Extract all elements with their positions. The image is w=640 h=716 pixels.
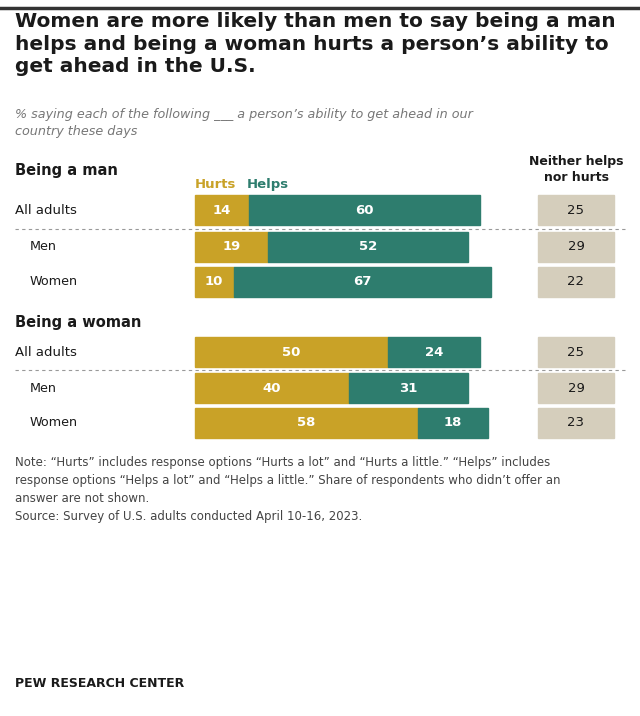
Bar xyxy=(195,267,234,297)
Bar xyxy=(249,195,480,225)
Text: % saying each of the following ___ a person’s ability to get ahead in our
countr: % saying each of the following ___ a per… xyxy=(15,108,473,138)
Text: 40: 40 xyxy=(263,382,281,395)
Text: 52: 52 xyxy=(359,241,378,253)
Text: 58: 58 xyxy=(298,417,316,430)
Bar xyxy=(538,232,614,262)
Text: PEW RESEARCH CENTER: PEW RESEARCH CENTER xyxy=(15,677,184,690)
Bar xyxy=(387,337,480,367)
Bar xyxy=(195,195,249,225)
Text: Helps: Helps xyxy=(247,178,289,191)
Text: 31: 31 xyxy=(399,382,418,395)
Text: Being a woman: Being a woman xyxy=(15,315,141,330)
Text: Neither helps
nor hurts: Neither helps nor hurts xyxy=(529,155,623,184)
Bar xyxy=(195,232,268,262)
Bar xyxy=(195,337,387,367)
Text: 29: 29 xyxy=(568,382,584,395)
Bar xyxy=(538,408,614,438)
Text: 18: 18 xyxy=(444,417,462,430)
Text: Hurts: Hurts xyxy=(195,178,236,191)
Bar xyxy=(538,267,614,297)
Bar xyxy=(538,373,614,403)
Text: All adults: All adults xyxy=(15,203,77,216)
Bar xyxy=(195,373,349,403)
Bar xyxy=(538,195,614,225)
Text: Note: “Hurts” includes response options “Hurts a lot” and “Hurts a little.” “Hel: Note: “Hurts” includes response options … xyxy=(15,456,561,523)
Bar xyxy=(538,337,614,367)
Text: 25: 25 xyxy=(568,203,584,216)
Text: Women: Women xyxy=(30,276,78,289)
Text: 60: 60 xyxy=(355,203,374,216)
Text: 67: 67 xyxy=(353,276,372,289)
Text: 14: 14 xyxy=(212,203,231,216)
Bar xyxy=(234,267,492,297)
Text: All adults: All adults xyxy=(15,346,77,359)
Text: 23: 23 xyxy=(568,417,584,430)
Bar xyxy=(195,408,419,438)
Bar xyxy=(268,232,468,262)
Bar xyxy=(349,373,468,403)
Text: Men: Men xyxy=(30,382,57,395)
Text: Being a man: Being a man xyxy=(15,163,118,178)
Text: 10: 10 xyxy=(205,276,223,289)
Text: Women are more likely than men to say being a man
helps and being a woman hurts : Women are more likely than men to say be… xyxy=(15,12,616,77)
Text: 22: 22 xyxy=(568,276,584,289)
Text: 50: 50 xyxy=(282,346,300,359)
Text: Women: Women xyxy=(30,417,78,430)
Text: 24: 24 xyxy=(424,346,443,359)
Text: 19: 19 xyxy=(223,241,241,253)
Bar xyxy=(419,408,488,438)
Text: 25: 25 xyxy=(568,346,584,359)
Text: Men: Men xyxy=(30,241,57,253)
Text: 29: 29 xyxy=(568,241,584,253)
